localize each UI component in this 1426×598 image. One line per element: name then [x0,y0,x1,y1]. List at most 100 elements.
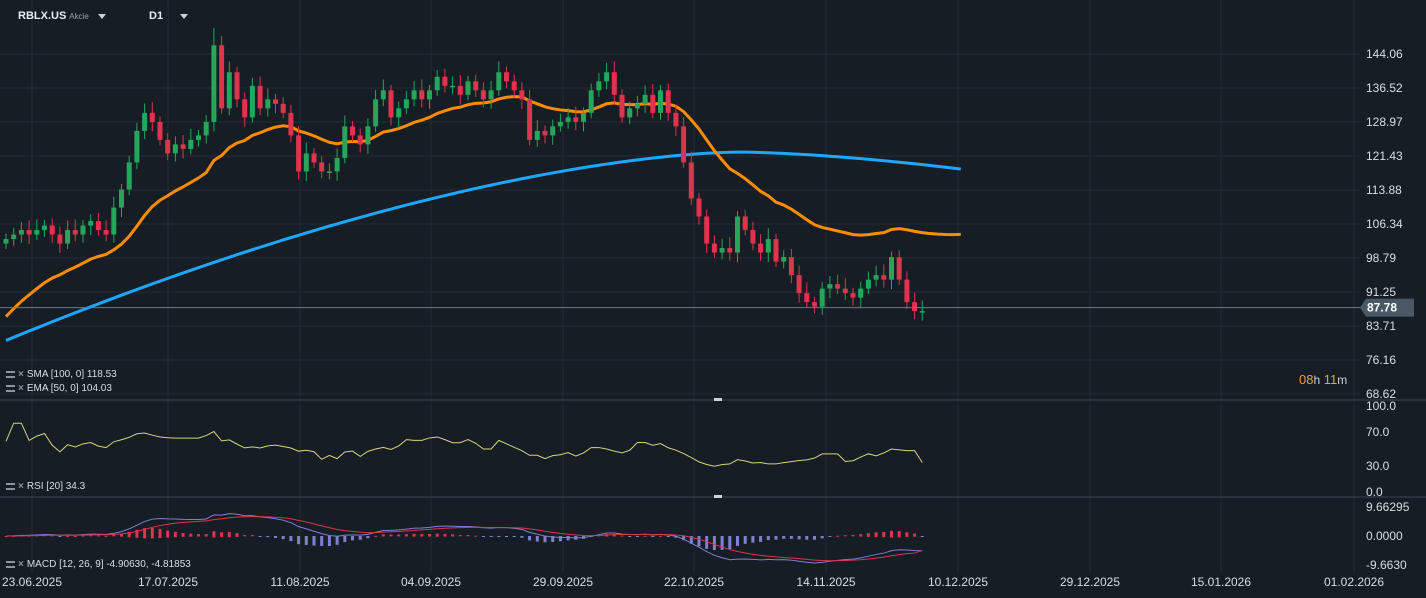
settings-icon[interactable] [6,482,15,490]
macd-histogram-bar [520,535,524,538]
macd-histogram-bar [689,535,693,544]
candle-bear [519,90,525,100]
candle-bear [388,90,394,118]
sma-legend[interactable]: × SMA [100, 0] 118.53 [6,369,117,380]
candle-bear [288,112,294,136]
candle-bull [42,225,47,231]
macd-histogram-bar [343,535,347,542]
candle-bull [819,288,825,307]
settings-icon[interactable] [6,384,15,392]
macd-histogram-bar [58,535,62,537]
macd-legend-label: MACD [12, 26, 9] -4.90630, -4.81853 [26,559,191,570]
close-icon[interactable]: × [18,383,24,394]
close-icon[interactable]: × [18,559,24,570]
candle-bull [65,230,71,244]
macd-histogram-bar [404,534,408,537]
candle-bear [511,81,517,91]
candle-bear [296,135,302,172]
macd-histogram-bar [512,535,516,537]
candle-bull [889,257,894,280]
macd-histogram-bar [720,535,724,550]
candle-bull [919,311,925,313]
countdown-m: m [1337,373,1348,387]
macd-histogram-bar [358,535,362,540]
countdown-hours: 08 [1299,372,1314,387]
candle-bull [411,90,417,100]
macd-histogram-bar [212,531,216,538]
candle-bull [365,126,371,145]
macd-histogram-bar [920,535,924,537]
date-tick-label: 01.02.2026 [1324,575,1384,589]
close-icon[interactable]: × [18,369,24,380]
rsi-legend[interactable]: × RSI [20] 34.3 [6,481,85,492]
candle-bear [480,90,486,100]
macd-histogram-bar [705,535,709,549]
close-icon[interactable]: × [18,481,24,492]
macd-histogram-bar [697,535,701,547]
current-price-line-layer: 87.78 [0,298,1414,317]
macd-histogram-bar [828,535,832,537]
macd-histogram-bar [851,534,855,537]
candle-bear [219,45,225,109]
macd-histogram-bar [127,531,131,538]
macd-histogram-bar [643,535,647,537]
candle-bull [604,72,610,82]
timeframe-selector[interactable]: D1 [149,10,189,22]
candle-bear [842,288,848,294]
candle-bear [242,99,248,118]
candle-bull [658,90,663,113]
candle-bear [103,230,109,235]
candle-bear [419,90,425,100]
candle-bear [611,72,617,95]
candle-bull [111,207,117,235]
price-tick-label: 113.88 [1366,183,1402,197]
candle-bull [80,225,86,235]
macd-histogram-bar [389,534,393,537]
macd-histogram-bar [243,535,247,537]
macd-histogram-bar [905,532,909,538]
candle-bull [196,135,201,140]
macd-histogram-bar [327,535,331,547]
macd-histogram-bar [666,535,670,537]
candle-bear [850,293,856,298]
macd-histogram-bar [81,535,85,537]
macd-tick-label: -9.6630 [1366,558,1407,572]
candle-bull [550,126,556,136]
candle-bull [134,130,140,163]
symbol-selector[interactable]: RBLX.US Akcie [18,10,106,22]
candle-bear [157,121,163,140]
candle-bull [557,121,563,127]
macd-histogram-bar [797,535,801,540]
candle-bear [904,279,910,303]
candle-bull [434,76,440,91]
candle-bear [665,90,671,113]
macd-legend[interactable]: × MACD [12, 26, 9] -4.90630, -4.81853 [6,559,191,570]
pane-resize-handle [714,495,722,498]
macd-histogram-bar [466,535,470,537]
candle-bull [142,112,148,131]
sma-line-layer [5,150,961,342]
macd-histogram-bar [266,535,270,538]
candle-bull [534,130,540,140]
candle-bear [234,72,240,100]
macd-histogram-bar [805,535,809,540]
candle-bear [681,126,687,163]
macd-histogram-bar [250,535,254,537]
candle-bear [812,302,817,307]
settings-icon[interactable] [6,560,15,568]
macd-histogram-bar [89,535,93,537]
macd-histogram-bar [620,535,624,537]
macd-signal-line [5,516,923,562]
macd-histogram-bar [774,535,778,540]
price-tick-label: 91.25 [1366,285,1396,299]
candle-bull [326,171,332,173]
macd-histogram-bar [274,535,277,538]
macd-histogram-bar [281,535,285,540]
ema-legend[interactable]: × EMA [50, 0] 104.03 [6,383,112,394]
price-tick-label: 136.52 [1366,81,1403,95]
candle-bull [172,144,178,154]
candle-bear [504,72,509,82]
macd-histogram-bar [635,535,639,537]
settings-icon[interactable] [6,370,15,378]
